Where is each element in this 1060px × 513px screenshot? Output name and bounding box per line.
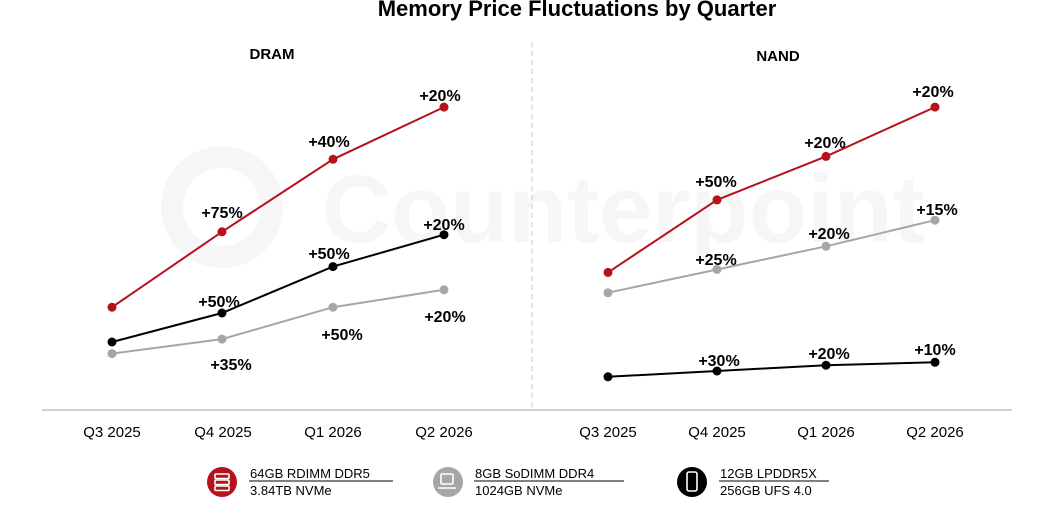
nand-tick-label: Q1 2026 bbox=[797, 424, 855, 441]
data-label: +50% bbox=[695, 174, 736, 191]
chart-title: Memory Price Fluctuations by Quarter bbox=[378, 0, 777, 21]
dram-data-point bbox=[439, 102, 449, 112]
nand-data-point bbox=[603, 372, 613, 382]
nand-data-point bbox=[821, 241, 831, 251]
smartphone-icon bbox=[677, 467, 707, 497]
dram-tick-label: Q2 2026 bbox=[415, 424, 473, 441]
data-label: +20% bbox=[424, 309, 465, 326]
nand-data-point bbox=[603, 267, 613, 277]
data-label: +20% bbox=[804, 135, 845, 152]
dram-data-labels: +75% +40% +20% +50% +50% +20% +35% +50% … bbox=[198, 88, 465, 374]
data-label: +15% bbox=[916, 202, 957, 219]
legend-item-black: 12GB LPDDR5X 256GB UFS 4.0 bbox=[677, 466, 829, 498]
nand-tick-label: Q3 2025 bbox=[579, 424, 637, 441]
dram-series-line-2 bbox=[111, 233, 445, 343]
dram-data-point bbox=[217, 227, 227, 237]
nand-data-labels: +50% +20% +20% +25% +20% +15% +30% +20% … bbox=[695, 84, 957, 370]
nand-data-point bbox=[712, 195, 722, 205]
nand-data-point bbox=[821, 151, 831, 161]
smartphone-icon-glyph bbox=[686, 471, 698, 492]
dram-series-line-0 bbox=[111, 106, 445, 309]
legend-line1: 8GB SoDIMM DDR4 bbox=[475, 466, 594, 481]
legend-line2: 256GB UFS 4.0 bbox=[720, 483, 812, 498]
nand-panel-title: NAND bbox=[756, 48, 799, 65]
watermark-text: Counterpoint bbox=[322, 156, 925, 263]
nand-data-point bbox=[603, 288, 613, 298]
dram-data-point bbox=[328, 302, 338, 312]
nand-plot-area bbox=[603, 102, 940, 382]
legend-line2: 3.84TB NVMe bbox=[250, 483, 332, 498]
dram-data-point bbox=[439, 230, 449, 240]
data-label: +20% bbox=[808, 346, 849, 363]
dram-data-point bbox=[439, 285, 449, 295]
dram-data-point bbox=[328, 262, 338, 272]
nand-series-line-0 bbox=[607, 106, 936, 274]
server-icon bbox=[207, 467, 237, 497]
legend-item-gray: 8GB SoDIMM DDR4 1024GB NVMe bbox=[433, 466, 624, 498]
data-label: +50% bbox=[321, 327, 362, 344]
laptop-icon-glyph bbox=[438, 473, 456, 489]
legend-item-red: 64GB RDIMM DDR5 3.84TB NVMe bbox=[207, 466, 393, 498]
dram-plot-area bbox=[107, 102, 449, 359]
legend-line1: 64GB RDIMM DDR5 bbox=[250, 466, 370, 481]
data-label: +20% bbox=[423, 217, 464, 234]
dram-tick-label: Q1 2026 bbox=[304, 424, 362, 441]
data-label: +20% bbox=[808, 226, 849, 243]
nand-x-axis: Q3 2025 Q4 2025 Q1 2026 Q2 2026 bbox=[579, 424, 964, 441]
nand-series-line-2 bbox=[607, 361, 936, 378]
dram-series-line-1 bbox=[111, 288, 445, 355]
nand-series-line-1 bbox=[607, 219, 936, 294]
dram-data-point bbox=[107, 302, 117, 312]
data-label: +40% bbox=[308, 134, 349, 151]
data-label: +20% bbox=[912, 84, 953, 101]
dram-data-point bbox=[217, 308, 227, 318]
dram-panel-title: DRAM bbox=[250, 46, 295, 63]
dram-tick-label: Q3 2025 bbox=[83, 424, 141, 441]
nand-data-point bbox=[930, 357, 940, 367]
nand-data-point bbox=[821, 360, 831, 370]
watermark: Counterpoint bbox=[172, 156, 925, 263]
laptop-icon bbox=[433, 467, 463, 497]
data-label: +50% bbox=[198, 294, 239, 311]
dram-data-point bbox=[107, 349, 117, 359]
dram-tick-label: Q4 2025 bbox=[194, 424, 252, 441]
data-label: +25% bbox=[695, 252, 736, 269]
legend-line1: 12GB LPDDR5X bbox=[720, 466, 817, 481]
data-label: +35% bbox=[210, 357, 251, 374]
dram-x-axis: Q3 2025 Q4 2025 Q1 2026 Q2 2026 bbox=[83, 424, 473, 441]
nand-data-point bbox=[712, 366, 722, 376]
data-label: +20% bbox=[419, 88, 460, 105]
dram-data-point bbox=[328, 154, 338, 164]
nand-tick-label: Q2 2026 bbox=[906, 424, 964, 441]
server-icon-glyph bbox=[214, 473, 230, 492]
data-label: +30% bbox=[698, 353, 739, 370]
data-label: +10% bbox=[914, 342, 955, 359]
dram-data-point bbox=[217, 334, 227, 344]
legend: 64GB RDIMM DDR5 3.84TB NVMe 8GB SoDIMM D… bbox=[207, 466, 829, 498]
legend-line2: 1024GB NVMe bbox=[475, 483, 562, 498]
nand-data-point bbox=[930, 215, 940, 225]
dram-data-point bbox=[107, 337, 117, 347]
nand-data-point bbox=[712, 265, 722, 274]
data-label: +50% bbox=[308, 246, 349, 263]
data-label: +75% bbox=[201, 205, 242, 222]
nand-data-point bbox=[930, 102, 940, 112]
nand-tick-label: Q4 2025 bbox=[688, 424, 746, 441]
